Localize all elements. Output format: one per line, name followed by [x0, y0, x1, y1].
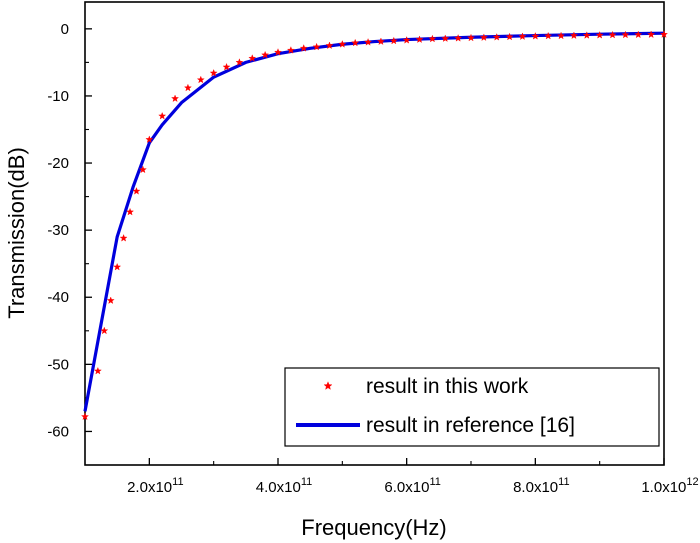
y-tick-label: -50	[47, 356, 69, 373]
data-point-star	[113, 262, 122, 271]
data-point-star	[138, 165, 147, 174]
data-point-star	[621, 30, 630, 39]
data-point-star	[158, 111, 167, 120]
data-point-star	[582, 31, 591, 39]
plot-frame	[84, 1, 665, 466]
legend-star	[323, 381, 333, 390]
data-point-star	[608, 30, 617, 39]
data-point-star	[518, 32, 527, 40]
data-point-star	[402, 36, 411, 44]
y-tick-label: -10	[47, 88, 69, 105]
data-point-star	[261, 50, 270, 59]
data-point-star	[248, 54, 257, 62]
data-point-star	[338, 40, 347, 48]
legend-box	[284, 367, 660, 447]
data-point-star	[325, 41, 334, 49]
data-point-star	[106, 296, 115, 304]
data-point-star	[389, 36, 398, 45]
data-point-star	[196, 75, 205, 84]
data-point-star	[171, 94, 180, 103]
x-tick-label: 2.0x1011	[127, 476, 183, 496]
data-point-star	[286, 46, 295, 54]
y-tick-label: -30	[47, 222, 69, 239]
data-point-star	[274, 48, 282, 56]
data-point-star	[364, 38, 373, 46]
data-point-star	[132, 187, 141, 195]
x-axis-title: Frequency(Hz)	[301, 515, 446, 540]
data-point-star	[222, 62, 231, 71]
data-point-star	[441, 34, 450, 42]
series-line-reference	[83, 31, 665, 412]
data-point-star	[376, 37, 385, 45]
data-point-star	[531, 32, 540, 40]
y-tick-label: -20	[47, 155, 69, 172]
data-point-star	[235, 58, 244, 66]
data-point-star	[351, 38, 360, 47]
series-layer	[81, 30, 668, 421]
x-tick-label: 4.0x1011	[256, 476, 312, 496]
data-point-star	[569, 31, 578, 39]
data-point-star	[634, 30, 643, 39]
axis-ticks: 0 -10 -20 -30 -40 -50 -60 2.0x1011 4.0x1011 6.0x1…	[47, 21, 698, 496]
legend: result in this work result in reference …	[284, 367, 660, 447]
data-point-star	[479, 33, 488, 41]
y-tick-label: 0	[61, 21, 69, 38]
data-point-star	[660, 30, 668, 38]
x-tick-label: 1.0x1012	[641, 476, 698, 496]
data-point-star	[183, 83, 192, 92]
data-point-star	[145, 135, 154, 143]
data-point-star	[100, 326, 109, 335]
y-axis-title: Transmission(dB)	[4, 147, 29, 319]
data-point-star	[557, 31, 566, 40]
data-point-star	[454, 34, 463, 42]
x-tick-label: 8.0x1011	[513, 476, 569, 496]
legend-label-2: result in reference [16]	[366, 414, 575, 437]
x-tick-label: 6.0x1011	[384, 476, 440, 496]
data-point-star	[428, 34, 437, 43]
data-point-star	[126, 207, 135, 216]
data-point-star	[299, 44, 308, 52]
data-point-star	[119, 234, 128, 242]
data-point-star	[81, 412, 89, 421]
data-point-star	[93, 366, 102, 375]
y-tick-label: -40	[47, 289, 69, 306]
legend-marker-star	[323, 381, 333, 390]
legend-label-1: result in this work	[366, 375, 529, 398]
data-point-star	[467, 33, 475, 42]
y-tick-label: -60	[47, 423, 69, 440]
data-point-star	[505, 32, 514, 41]
data-point-star	[415, 35, 424, 43]
data-point-star	[492, 33, 501, 41]
data-point-star	[544, 31, 553, 40]
data-point-star	[312, 42, 321, 51]
data-point-star	[209, 68, 218, 77]
data-point-star	[595, 31, 604, 39]
data-point-star	[647, 30, 656, 38]
